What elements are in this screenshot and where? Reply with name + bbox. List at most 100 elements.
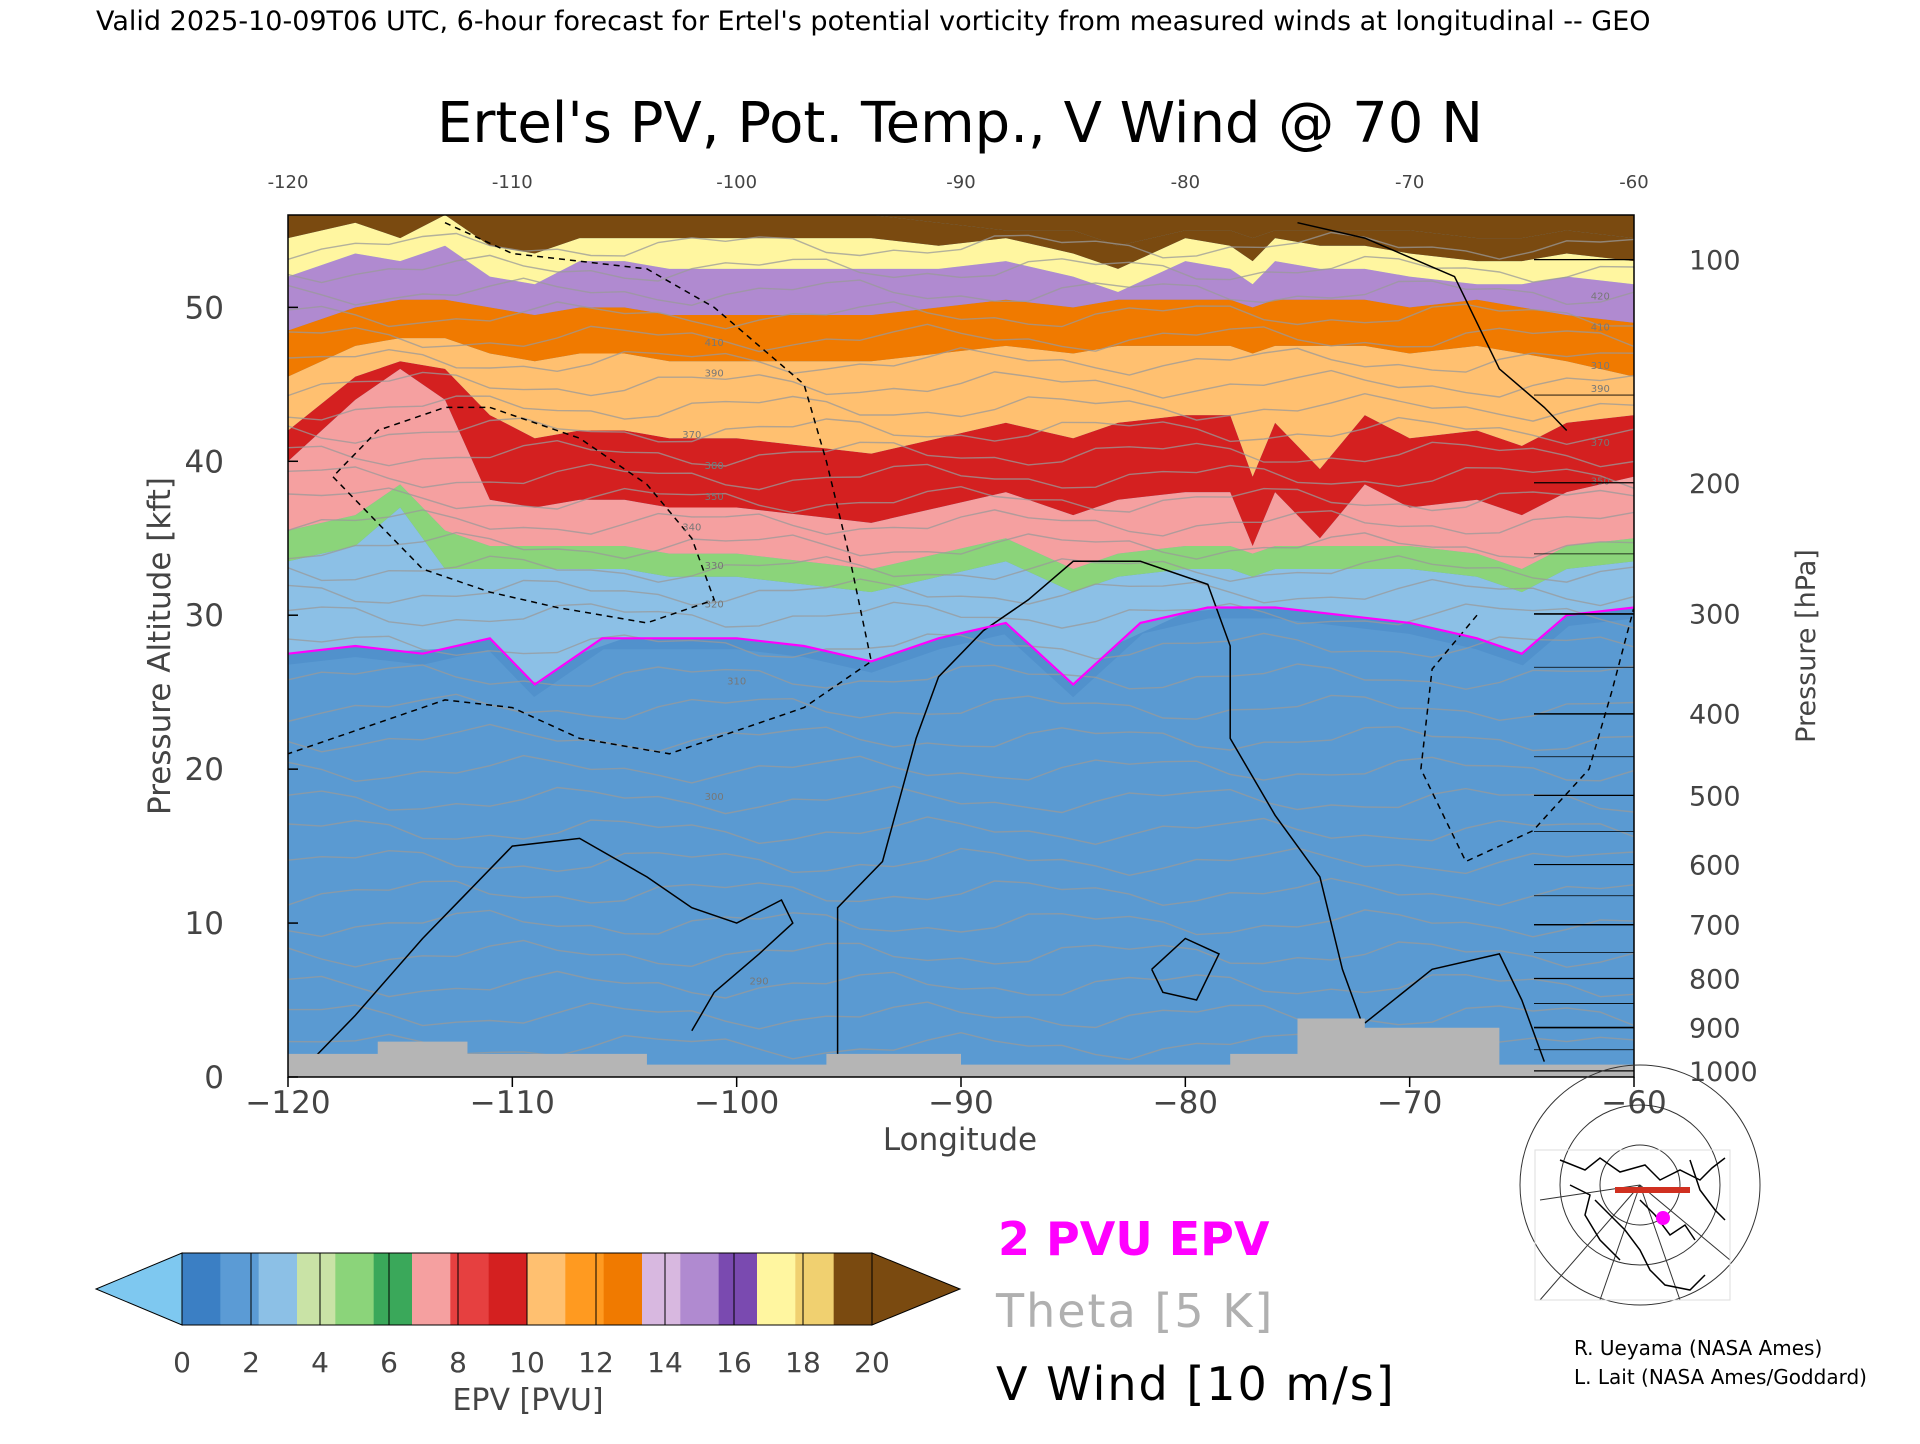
x-top-tick-label: -100 <box>716 172 757 193</box>
theta-contour <box>288 301 1634 330</box>
legend-2pvu: 2 PVU EPV <box>998 1212 1270 1266</box>
x-top-tick-label: -60 <box>1619 172 1648 193</box>
pressure-tick-label: 700 <box>1689 911 1741 942</box>
pv-bands <box>288 215 1634 685</box>
theta-contour <box>288 277 1634 307</box>
y-axis-label-left: Pressure Altitude [kft] <box>142 477 178 815</box>
colorbar-under-arrow <box>94 1252 183 1326</box>
theta-label: 360 <box>705 461 724 472</box>
colorbar-tick-label: 20 <box>854 1346 890 1379</box>
x-top-tick-label: -110 <box>492 172 533 193</box>
y-axis-label-right: Pressure [hPa] <box>1791 549 1822 743</box>
v-wind-contour <box>1364 953 1546 1062</box>
pressure-tick-label: 400 <box>1689 700 1741 731</box>
pv-band-16 <box>288 215 1634 292</box>
colorbar-swatch <box>757 1253 796 1325</box>
x-tick-label: −80 <box>1153 1085 1218 1121</box>
theta-contour <box>288 601 1634 629</box>
x-axis-bottom: −120 −110 −100 −90 −80 −70 −60 <box>245 1077 1667 1121</box>
tropopause-shadow <box>288 608 1634 698</box>
x-tick-label: −90 <box>928 1085 993 1121</box>
tropopause-glow <box>288 608 1634 698</box>
pv-band-10 <box>288 338 1634 477</box>
theta-label: 350 <box>705 492 724 503</box>
v-wind-contour <box>1420 607 1634 863</box>
theta-label: 420 <box>1591 292 1610 303</box>
y-tick-label: 0 <box>204 1060 224 1096</box>
pressure-tick-label: 600 <box>1689 851 1741 882</box>
plot-area: 290 300 310 320 330 340 350 360 370 380 390 410 310 3… <box>288 215 1634 1077</box>
colorbar-swatch <box>642 1253 681 1325</box>
v-wind-contour <box>1151 937 1221 1001</box>
pressure-tick-label: 500 <box>1689 781 1741 812</box>
theta-contour <box>288 463 1634 491</box>
theta-contour <box>288 723 1634 753</box>
theta-label: 370 <box>682 430 701 441</box>
theta-contour <box>288 847 1634 877</box>
colorbar: 0 2 4 6 8 10 12 14 16 18 20 <box>94 1252 962 1379</box>
colorbar-tick-label: 14 <box>647 1346 683 1379</box>
colorbar-tick-label: 18 <box>785 1346 821 1379</box>
tropopause-2pvu-line <box>288 606 1634 686</box>
v-wind-contour <box>309 837 794 1063</box>
x-axis-top: -120 -110 -100 -90 -80 -70 -60 <box>268 172 1649 193</box>
y-axis-left: 0 10 20 30 40 50 <box>185 290 298 1096</box>
x-top-tick-label: -70 <box>1395 172 1424 193</box>
theta-label: 370 <box>1591 438 1610 449</box>
colorbar-swatch <box>795 1253 835 1325</box>
theta-contour <box>288 754 1634 784</box>
theta-label: 300 <box>705 792 724 803</box>
colorbar-swatch <box>565 1253 605 1325</box>
inset-coastlines <box>1559 1157 1726 1291</box>
v-wind-contour <box>288 222 873 755</box>
credit-line-1: R. Ueyama (NASA Ames) <box>1574 1336 1822 1360</box>
colorbar-swatch <box>603 1253 643 1325</box>
inset-graticule <box>1519 1064 1761 1306</box>
theta-contour <box>288 663 1634 690</box>
theta-contour <box>288 509 1634 537</box>
v-wind-contours <box>288 221 1634 1070</box>
theta-contour <box>288 632 1634 660</box>
pressure-tick-label: 200 <box>1689 469 1741 500</box>
pressure-tick-label: 300 <box>1689 600 1741 631</box>
pressure-tick-label: 1000 <box>1689 1057 1758 1088</box>
colorbar-swatch <box>335 1253 375 1325</box>
tropopause-line <box>288 606 1634 686</box>
colorbar-swatch <box>297 1253 336 1325</box>
theta-label: 380 <box>705 461 724 472</box>
theta-label: 350 <box>1591 476 1610 487</box>
theta-contour <box>288 970 1634 999</box>
y-tick-label: 20 <box>185 752 224 788</box>
x-tick-label: −60 <box>1601 1085 1666 1121</box>
theta-contour <box>288 877 1634 907</box>
colorbar-swatch <box>833 1253 873 1325</box>
pv-band-8 <box>288 361 1634 546</box>
colorbar-swatch <box>488 1253 528 1325</box>
pv-band-4 <box>288 484 1634 593</box>
colorbar-tick-label: 0 <box>173 1346 191 1379</box>
theta-contour <box>288 392 1634 422</box>
theta-contour <box>288 909 1634 938</box>
credit-line-2: L. Lait (NASA Ames/Goddard) <box>1574 1365 1867 1389</box>
colorbar-swatch <box>220 1253 260 1325</box>
x-tick-label: −70 <box>1377 1085 1442 1121</box>
colorbar-swatch <box>718 1253 758 1325</box>
theta-label: 310 <box>1591 361 1610 372</box>
colorbar-tick-label: 4 <box>311 1346 329 1379</box>
x-tick-label: −120 <box>245 1085 330 1121</box>
y-tick-label: 30 <box>185 598 224 634</box>
theta-label: 410 <box>1591 322 1610 333</box>
theta-contour <box>288 939 1634 968</box>
colorbar-tick-label: 10 <box>509 1346 545 1379</box>
x-top-tick-label: -120 <box>268 172 309 193</box>
y-tick-label: 40 <box>185 444 224 480</box>
pv-band-6 <box>288 368 1634 570</box>
colorbar-tick-label: 2 <box>242 1346 260 1379</box>
pressure-tick-label: 800 <box>1689 964 1741 995</box>
pressure-tick-label: 100 <box>1689 246 1741 277</box>
colorbar-swatch <box>182 1253 221 1325</box>
colorbar-over-arrow <box>871 1252 962 1326</box>
terrain <box>288 1018 1634 1077</box>
colorbar-swatch <box>373 1253 413 1325</box>
